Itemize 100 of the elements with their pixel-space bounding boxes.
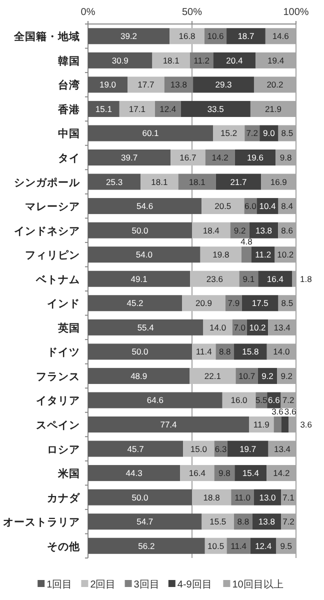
x-tick-label: 100% [283, 7, 309, 18]
data-label: 14.6 [272, 31, 290, 42]
y-tick-label: マレーシア [25, 201, 80, 214]
data-label: 13.8 [170, 80, 188, 90]
y-tick-label: カナダ [47, 491, 81, 504]
data-label: 16.0 [230, 395, 248, 406]
data-label: 19.0 [99, 80, 116, 90]
y-tick-label: 中国 [58, 127, 80, 140]
y-tick-label: 英国 [57, 321, 80, 334]
data-label: 17.5 [252, 298, 269, 308]
y-tick-label: その他 [47, 540, 81, 553]
data-label: 55.4 [137, 322, 154, 332]
data-label: 13.4 [274, 444, 291, 454]
data-label: 5.5 [255, 395, 268, 406]
data-label: 7.0 [234, 322, 246, 332]
y-tick-label: 全国籍・地域 [13, 30, 80, 44]
legend-label: 1回目 [46, 580, 72, 590]
data-label: 3.6 [300, 420, 312, 430]
x-tick-label: 0% [80, 7, 96, 18]
data-label: 19.6 [246, 152, 264, 162]
data-label: 11.2 [255, 250, 272, 260]
data-label: 50.0 [132, 225, 149, 236]
data-label: 9.1 [242, 274, 255, 284]
data-label: 8.4 [281, 201, 294, 212]
data-label: 18.7 [238, 31, 255, 42]
data-label: 10.5 [208, 540, 224, 551]
data-label: 10.6 [207, 31, 224, 42]
data-label: 7.2 [246, 128, 258, 138]
data-label: 39.2 [120, 31, 138, 42]
data-label: 21.7 [230, 176, 248, 187]
data-label: 33.5 [207, 104, 224, 114]
y-tick-label: ロシア [47, 444, 80, 456]
data-label: 14.2 [273, 468, 290, 478]
data-label: 16.9 [270, 176, 288, 187]
data-label: 20.2 [266, 80, 284, 90]
data-label: 20.5 [214, 201, 232, 212]
legend-label: 3回目 [134, 580, 160, 590]
data-label: 22.1 [204, 370, 222, 381]
data-label: 18.8 [203, 492, 220, 502]
data-label: 15.2 [220, 128, 238, 138]
data-label: 8.6 [281, 225, 294, 236]
y-tick-label: 韓国 [58, 54, 80, 68]
data-label: 17.1 [128, 104, 146, 114]
data-label: 25.3 [106, 176, 123, 187]
y-tick-label: インドネシア [14, 225, 80, 238]
data-label: 45.7 [127, 444, 144, 454]
data-label: 6.3 [214, 444, 227, 454]
y-tick-label: イタリア [36, 395, 80, 408]
data-label: 7.9 [228, 298, 240, 308]
data-label: 18.1 [162, 55, 180, 66]
legend-label: 10回目以上 [232, 578, 284, 590]
data-label: 15.4 [242, 468, 260, 478]
data-label: 1.8 [300, 274, 312, 284]
data-label: 19.8 [212, 250, 230, 260]
data-label: 10.2 [277, 250, 294, 260]
data-label: 8.8 [218, 346, 232, 357]
data-label: 30.9 [112, 55, 129, 66]
data-label: 7.1 [282, 492, 295, 502]
y-tick-label: ドイツ [47, 346, 80, 359]
data-label: 15.1 [95, 104, 112, 114]
y-tick-label: フィリピン [25, 250, 80, 262]
data-label: 23.6 [206, 274, 224, 284]
data-label: 4.8 [240, 236, 253, 247]
y-tick-label: 米国 [57, 467, 80, 480]
y-tick-label: タイ [58, 152, 80, 164]
data-label: 45.2 [126, 298, 144, 308]
data-label: 54.7 [136, 516, 154, 527]
data-label: 9.0 [263, 128, 276, 138]
data-label: 8.5 [281, 128, 294, 138]
data-label: 6.6 [268, 395, 280, 406]
data-label: 9.2 [234, 225, 246, 236]
data-label: 11.4 [230, 540, 247, 551]
data-label: 12.4 [160, 104, 176, 114]
data-label: 10.4 [259, 201, 276, 212]
data-label: 7.2 [282, 395, 294, 406]
data-label: 8.8 [237, 516, 250, 527]
data-label: 6.0 [244, 201, 257, 212]
y-tick-label: ベトナム [35, 274, 80, 286]
data-label: 15.8 [242, 346, 259, 357]
data-label: 8.5 [281, 298, 294, 308]
legend-label: 4-9回目 [177, 580, 212, 590]
data-label: 16.8 [178, 31, 196, 42]
data-label: 14.0 [273, 346, 290, 357]
data-label: 14.0 [210, 322, 226, 332]
data-label: 20.9 [195, 298, 212, 308]
data-label: 3.6 [272, 406, 284, 416]
data-label: 21.9 [264, 104, 282, 114]
data-label: 64.6 [146, 395, 164, 406]
data-label: 18.1 [188, 176, 206, 187]
data-label: 15.0 [190, 444, 208, 454]
data-label: 13.8 [255, 225, 272, 236]
data-label: 13.4 [274, 322, 291, 332]
y-tick-label: 台湾 [58, 78, 80, 92]
y-tick-label: フランス [36, 370, 80, 383]
y-tick-label: スペイン [36, 420, 80, 432]
data-label: 16.4 [266, 274, 284, 284]
data-label: 14.2 [212, 152, 229, 162]
data-label: 11.9 [253, 420, 270, 430]
data-label: 54.6 [136, 201, 154, 212]
data-label: 7.2 [282, 516, 295, 527]
